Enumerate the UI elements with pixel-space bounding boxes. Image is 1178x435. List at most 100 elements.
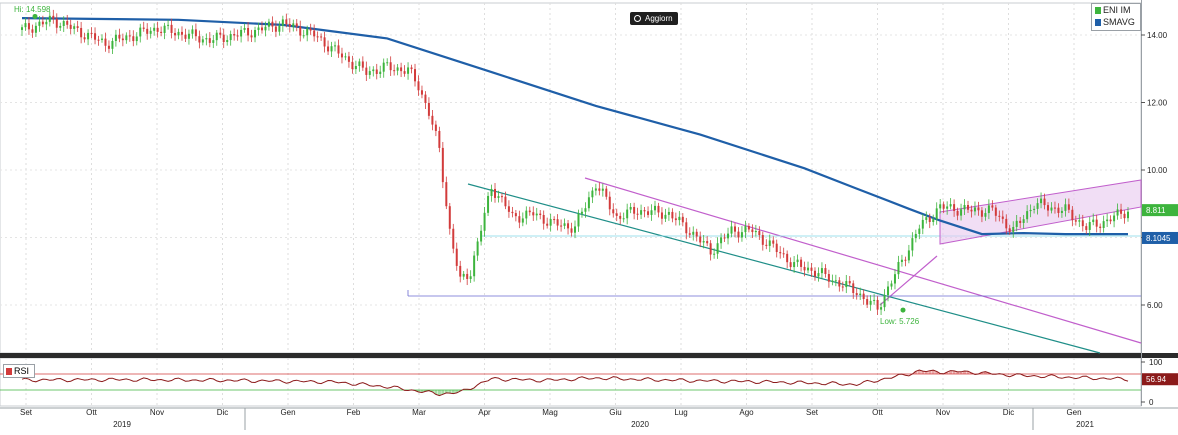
candle-body [455, 248, 458, 266]
candle-body [633, 206, 636, 214]
candle-body [114, 34, 117, 41]
candle-body [281, 19, 284, 26]
candle-body [288, 24, 291, 27]
candle-body [793, 262, 796, 268]
candle-body [417, 81, 420, 91]
candle-body [427, 102, 430, 116]
candle-body [563, 223, 566, 226]
candle-body [306, 28, 309, 36]
candle-body [1071, 209, 1074, 221]
candle-body [358, 61, 361, 67]
refresh-button[interactable]: Aggiorn [630, 12, 678, 25]
candle-body [987, 205, 990, 214]
candle-body [1036, 203, 1039, 209]
rsi-legend[interactable]: RSI [3, 364, 35, 378]
candle-body [219, 32, 222, 35]
candle-body [960, 209, 963, 216]
candle-body [45, 21, 48, 25]
candle-body [587, 197, 590, 209]
x-tick-label: Gen [1066, 408, 1081, 417]
candle-body [970, 209, 973, 212]
candle-body [302, 35, 305, 37]
high-marker [32, 13, 38, 19]
candle-body [873, 299, 876, 301]
candle-body [525, 210, 528, 219]
candle-body [260, 27, 263, 31]
candle-body [118, 34, 121, 39]
candle-body [497, 196, 500, 198]
candle-body [789, 262, 792, 268]
candle-body [807, 267, 810, 271]
candle-body [191, 29, 194, 34]
candle-body [834, 280, 837, 282]
candle-body [160, 31, 163, 34]
candle-body [577, 213, 580, 227]
candle-body [1116, 209, 1119, 216]
downtrend-upper-line [584, 177, 1142, 344]
candle-body [1043, 198, 1046, 206]
candle-body [396, 67, 399, 71]
candle-body [236, 35, 239, 37]
candle-body [935, 208, 938, 220]
x-tick-label: Giu [609, 408, 621, 417]
candle-body [445, 182, 448, 207]
x-tick-label: Gen [280, 408, 295, 417]
candle-body [233, 34, 236, 36]
candle-body [459, 265, 462, 277]
candle-body [553, 219, 556, 221]
candle-body [716, 243, 719, 254]
candle-body [73, 26, 76, 29]
candle-body [570, 228, 573, 233]
candle-body [278, 25, 281, 32]
candle-body [1008, 228, 1011, 232]
candle-body [733, 226, 736, 232]
candle-body [1081, 220, 1084, 227]
candle-body [841, 286, 844, 288]
candle-body [494, 188, 497, 198]
x-tick-label: Ago [739, 408, 754, 417]
candle-body [466, 273, 469, 279]
candle-body [132, 36, 135, 42]
candle-body [62, 21, 65, 26]
legend-item-price[interactable]: ENI IM [1092, 4, 1140, 16]
candle-body [163, 25, 166, 34]
last-price-tag-bg [1142, 204, 1178, 217]
candle-body [135, 36, 138, 42]
candle-body [706, 241, 709, 244]
legend-item-sma[interactable]: SMAVG [1092, 16, 1140, 28]
candle-body [386, 62, 389, 64]
candle-body [629, 206, 632, 210]
candle-body [511, 211, 514, 214]
high-label: Hi: 14.598 [14, 5, 51, 14]
candle-body [518, 216, 521, 223]
candle-body [660, 212, 663, 219]
x-tick-label: Ott [872, 408, 883, 417]
candle-body [403, 71, 406, 74]
candle-body [549, 219, 552, 226]
candle-body [128, 35, 131, 37]
candle-body [866, 299, 869, 305]
candle-body [400, 67, 403, 72]
candle-body [184, 34, 187, 39]
candle-body [375, 69, 378, 74]
candle-body [608, 196, 611, 210]
candle-body [699, 236, 702, 243]
candle-body [431, 115, 434, 125]
candle-body [330, 46, 333, 52]
candle-body [337, 45, 340, 54]
candle-body [476, 241, 479, 256]
candle-body [1085, 226, 1088, 230]
candle-body [104, 38, 107, 46]
candle-body [643, 210, 646, 212]
candle-body [556, 219, 559, 226]
candle-body [1053, 207, 1056, 209]
x-tick-label: Mar [412, 408, 426, 417]
legend-label-price: ENI IM [1103, 5, 1131, 15]
candle-body [146, 28, 149, 34]
candle-body [824, 268, 827, 275]
candle-body [347, 56, 350, 62]
rsi-legend-label: RSI [14, 366, 30, 376]
candle-body [410, 67, 413, 70]
candle-body [980, 210, 983, 217]
